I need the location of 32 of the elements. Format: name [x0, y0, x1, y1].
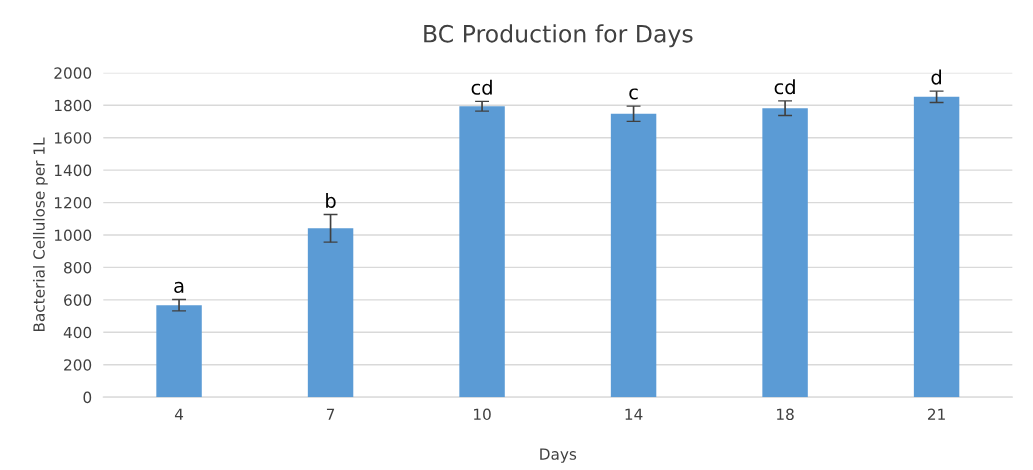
annotation: a — [174, 281, 184, 293]
x-tick-label: 14 — [625, 408, 643, 420]
bar — [913, 96, 960, 398]
annotation: d — [931, 69, 941, 85]
y-tick-label: 1000 — [54, 229, 92, 242]
x-tick-label: 4 — [174, 408, 184, 420]
y-tick-label: 800 — [64, 261, 92, 274]
y-tick-label: 200 — [64, 359, 92, 371]
bar — [762, 108, 808, 398]
y-tick-label: 1800 — [54, 99, 92, 112]
y-tick-label: 1400 — [54, 164, 92, 177]
y-tick-label: 1200 — [54, 197, 92, 209]
y-tick-label: 2000 — [54, 67, 92, 79]
x-tick-label: 21 — [927, 408, 945, 420]
y-tick-label: 1600 — [54, 132, 92, 144]
bar — [459, 106, 505, 398]
y-tick-label: 0 — [83, 391, 92, 404]
annotation: cd — [471, 79, 492, 95]
x-tick-label: 7 — [326, 408, 335, 420]
y-axis-title: Bacterial Cellulose per 1L — [32, 137, 48, 332]
bar — [610, 113, 657, 398]
annotation: c — [629, 88, 638, 100]
x-tick-label: 18 — [777, 408, 794, 421]
annotation: cd — [774, 79, 795, 95]
bar — [156, 305, 202, 398]
x-tick-label: 10 — [474, 408, 491, 421]
bar — [307, 228, 354, 398]
y-tick-label: 400 — [63, 326, 92, 339]
y-tick-label: 600 — [64, 294, 92, 306]
chart-title: BC Production for Days — [424, 24, 693, 48]
annotation: b — [326, 192, 336, 209]
x-axis-title: Days — [540, 448, 577, 463]
